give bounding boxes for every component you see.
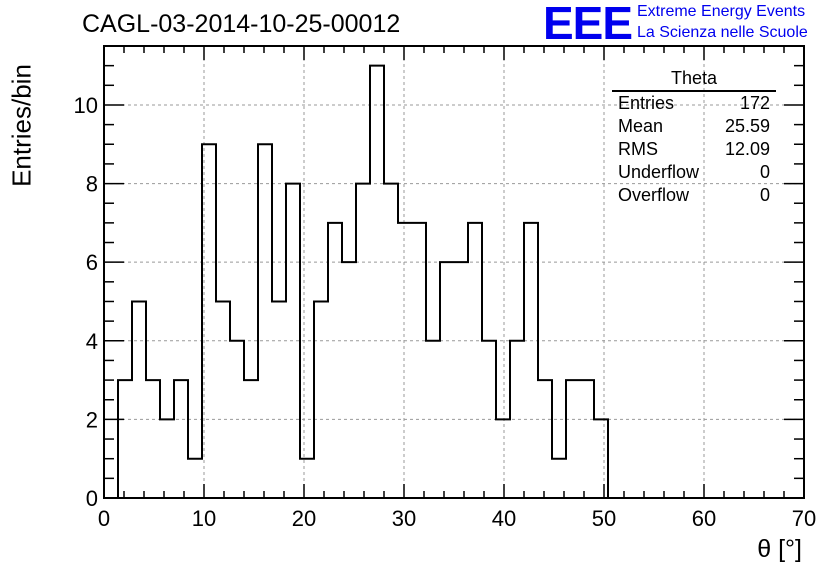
stats-row-entries: Entries 172 — [610, 92, 778, 115]
histogram-bin — [524, 223, 538, 498]
stats-label: Overflow — [618, 185, 690, 205]
stats-label: Underflow — [618, 162, 700, 182]
x-tick-label: 50 — [592, 506, 616, 531]
y-axis-label: Entries/bin — [6, 64, 37, 187]
stats-value: 0 — [759, 162, 770, 182]
eee-logo: EEE — [543, 0, 633, 49]
histogram-bin — [594, 419, 608, 498]
tick-labels: 0 10 20 30 40 50 60 70 0 2 4 6 8 10 — [74, 93, 817, 531]
plot-frame — [103, 45, 805, 499]
histogram-outline — [117, 64, 609, 498]
logo-caption-line1: Extreme Energy Events — [637, 3, 806, 20]
histogram-bin — [468, 223, 482, 498]
histogram-bin — [258, 144, 272, 498]
stats-title: Theta — [612, 68, 776, 92]
x-tick-label: 20 — [292, 506, 316, 531]
histogram-bin — [370, 66, 384, 498]
x-tick-label: 40 — [492, 506, 516, 531]
histogram-bin — [272, 301, 286, 498]
histogram-bin — [454, 262, 468, 498]
y-tick-label: 0 — [86, 486, 98, 511]
x-axis-label: θ [°] — [757, 535, 802, 563]
histogram-bin — [118, 380, 132, 498]
y-tick-label: 6 — [86, 250, 98, 275]
stats-value: 12.09 — [724, 139, 770, 159]
y-tick-label: 2 — [86, 407, 98, 432]
stats-value: 0 — [759, 185, 770, 205]
histogram-bin — [496, 419, 510, 498]
histogram-bin — [440, 262, 454, 498]
histogram-bin — [580, 380, 594, 498]
chart-title: CAGL-03-2014-10-25-00012 — [82, 10, 401, 38]
histogram-bin — [398, 223, 412, 498]
x-tick-label: 70 — [792, 506, 816, 531]
stats-row-overflow: Overflow 0 — [610, 184, 778, 207]
histogram-bin — [146, 380, 160, 498]
histogram-bin — [188, 459, 202, 498]
histogram-bin — [300, 459, 314, 498]
histogram-bin — [342, 262, 356, 498]
histogram-bin — [328, 223, 342, 498]
stats-label: RMS — [618, 139, 658, 159]
axis-ticks — [103, 45, 805, 499]
logo-caption-line2: La Scienza nelle Scuole — [637, 24, 808, 41]
stats-label: Entries — [618, 93, 675, 113]
y-tick-label: 4 — [86, 329, 98, 354]
histogram-bin — [174, 380, 188, 498]
histogram-bin — [160, 419, 174, 498]
stats-row-rms: RMS 12.09 — [610, 138, 778, 161]
histogram-bin — [132, 301, 146, 498]
stats-box: Theta Entries 172 Mean 25.59 RMS 12.09 U… — [610, 68, 778, 207]
stats-row-underflow: Underflow 0 — [610, 161, 778, 184]
x-tick-label: 30 — [392, 506, 416, 531]
histogram-bin — [566, 380, 580, 498]
x-tick-label: 10 — [192, 506, 216, 531]
histogram-bin — [244, 380, 258, 498]
x-tick-label: 60 — [692, 506, 716, 531]
histogram-bin — [216, 301, 230, 498]
y-tick-label: 8 — [86, 172, 98, 197]
histogram-bin — [314, 301, 328, 498]
x-tick-label: 0 — [98, 506, 110, 531]
histogram-bin — [538, 380, 552, 498]
y-tick-label: 10 — [74, 93, 98, 118]
stats-label: Mean — [618, 116, 664, 136]
stats-value: 172 — [739, 93, 770, 113]
histogram-bins — [117, 64, 609, 498]
stats-value: 25.59 — [724, 116, 770, 136]
stats-row-mean: Mean 25.59 — [610, 115, 778, 138]
histogram-bin — [412, 223, 426, 498]
